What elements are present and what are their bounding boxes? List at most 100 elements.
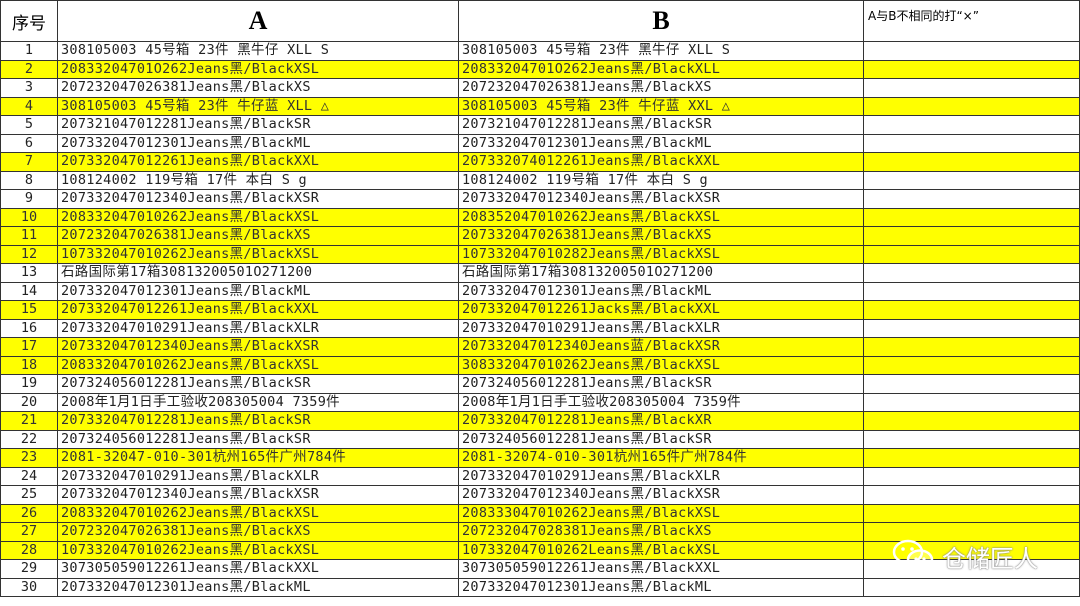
cell-mark[interactable] bbox=[863, 577, 1080, 597]
cell-b[interactable]: 207332047012281Jeans黑/BlackXR bbox=[458, 411, 864, 431]
cell-a[interactable]: 207324056012281Jeans黑/BlackSR bbox=[57, 374, 459, 394]
cell-mark[interactable] bbox=[863, 374, 1080, 394]
cell-a[interactable]: 108124002 119号箱 17件 本白 S g bbox=[57, 170, 459, 190]
cell-a[interactable]: 207324056012281Jeans黑/BlackSR bbox=[57, 429, 459, 449]
cell-a[interactable]: 207332047010291Jeans黑/BlackXLR bbox=[57, 318, 459, 338]
cell-a[interactable]: 2008年1月1日手工验收208305004 7359件 bbox=[57, 392, 459, 412]
cell-b[interactable]: 208352047010262Jeans黑/BlackXSL bbox=[458, 207, 864, 227]
cell-b[interactable]: 207332047012340Jeans蓝/BlackXSR bbox=[458, 337, 864, 357]
cell-index[interactable]: 5 bbox=[0, 115, 58, 135]
cell-mark[interactable] bbox=[863, 429, 1080, 449]
cell-a[interactable]: 308105003 45号箱 23件 黑牛仔 XLL S bbox=[57, 41, 459, 61]
cell-b[interactable]: 207332047010291Jeans黑/BlackXLR bbox=[458, 466, 864, 486]
cell-a[interactable]: 207332047012261Jeans黑/BlackXXL bbox=[57, 152, 459, 172]
cell-index[interactable]: 2 bbox=[0, 59, 58, 79]
cell-a[interactable]: 307305059012261Jeans黑/BlackXXL bbox=[57, 559, 459, 579]
cell-index[interactable]: 16 bbox=[0, 318, 58, 338]
cell-index[interactable]: 11 bbox=[0, 226, 58, 246]
cell-a[interactable]: 107332047010262Jeans黑/BlackXSL bbox=[57, 244, 459, 264]
cell-mark[interactable] bbox=[863, 96, 1080, 116]
cell-mark[interactable] bbox=[863, 207, 1080, 227]
cell-mark[interactable] bbox=[863, 226, 1080, 246]
cell-b[interactable]: 108124002 119号箱 17件 本白 S g bbox=[458, 170, 864, 190]
header-a[interactable]: A bbox=[57, 0, 459, 42]
cell-mark[interactable] bbox=[863, 263, 1080, 283]
cell-index[interactable]: 17 bbox=[0, 337, 58, 357]
cell-index[interactable]: 30 bbox=[0, 577, 58, 597]
cell-mark[interactable] bbox=[863, 170, 1080, 190]
cell-a[interactable]: 208332047010262Jeans黑/BlackXSL bbox=[57, 207, 459, 227]
cell-b[interactable]: 207324056012281Jeans黑/BlackSR bbox=[458, 374, 864, 394]
cell-index[interactable]: 10 bbox=[0, 207, 58, 227]
cell-b[interactable]: 20833204701O262Jeans黑/BlackXLL bbox=[458, 59, 864, 79]
header-index[interactable]: 序号 bbox=[0, 0, 58, 42]
cell-index[interactable]: 28 bbox=[0, 540, 58, 560]
cell-b[interactable]: 207332047012301Jeans黑/BlackML bbox=[458, 281, 864, 301]
cell-a[interactable]: 207232047026381Jeans黑/BlackXS bbox=[57, 226, 459, 246]
cell-mark[interactable] bbox=[863, 540, 1080, 560]
cell-index[interactable]: 4 bbox=[0, 96, 58, 116]
cell-b[interactable]: 207324056012281Jeans黑/BlackSR bbox=[458, 429, 864, 449]
cell-a[interactable]: 石路国际第17箱30813200501O271200 bbox=[57, 263, 459, 283]
cell-index[interactable]: 6 bbox=[0, 133, 58, 153]
cell-index[interactable]: 3 bbox=[0, 78, 58, 98]
cell-b[interactable]: 107332047010282Jeans黑/BlackXSL bbox=[458, 244, 864, 264]
cell-mark[interactable] bbox=[863, 133, 1080, 153]
cell-mark[interactable] bbox=[863, 448, 1080, 468]
cell-b[interactable]: 207332047012301Jeans黑/BlackML bbox=[458, 577, 864, 597]
cell-mark[interactable] bbox=[863, 41, 1080, 61]
cell-mark[interactable] bbox=[863, 466, 1080, 486]
cell-mark[interactable] bbox=[863, 78, 1080, 98]
cell-mark[interactable] bbox=[863, 115, 1080, 135]
cell-b[interactable]: 207332047012340Jeans黑/BlackXSR bbox=[458, 189, 864, 209]
cell-mark[interactable] bbox=[863, 152, 1080, 172]
cell-a[interactable]: 107332047010262Jeans黑/BlackXSL bbox=[57, 540, 459, 560]
cell-index[interactable]: 15 bbox=[0, 300, 58, 320]
cell-b[interactable]: 308332047010262Jeans黑/BlackXSL bbox=[458, 355, 864, 375]
cell-b[interactable]: 2008年1月1日手工验收208305004 7359件 bbox=[458, 392, 864, 412]
cell-index[interactable]: 9 bbox=[0, 189, 58, 209]
cell-b[interactable]: 308105003 45号箱 23件 牛仔蓝 XXL △ bbox=[458, 96, 864, 116]
cell-mark[interactable] bbox=[863, 244, 1080, 264]
cell-index[interactable]: 1 bbox=[0, 41, 58, 61]
cell-index[interactable]: 27 bbox=[0, 522, 58, 542]
cell-a[interactable]: 207332047010291Jeans黑/BlackXLR bbox=[57, 466, 459, 486]
cell-b[interactable]: 207332047010291Jeans黑/BlackXLR bbox=[458, 318, 864, 338]
cell-index[interactable]: 8 bbox=[0, 170, 58, 190]
cell-b[interactable]: 107332047010262Leans黑/BlackXSL bbox=[458, 540, 864, 560]
cell-a[interactable]: 207332047012281Jeans黑/BlackSR bbox=[57, 411, 459, 431]
cell-b[interactable]: 207321047012281Jeans黑/BlackSR bbox=[458, 115, 864, 135]
cell-a[interactable]: 207332047012301Jeans黑/BlackML bbox=[57, 577, 459, 597]
cell-b[interactable]: 208333047010262Jeans黑/BlackXSL bbox=[458, 503, 864, 523]
cell-b[interactable]: 308105003 45号箱 23件 黑牛仔 XLL S bbox=[458, 41, 864, 61]
cell-a[interactable]: 208332047010262Jeans黑/BlackXSL bbox=[57, 355, 459, 375]
header-mark[interactable]: A与B不相同的打“×” bbox=[863, 0, 1080, 42]
cell-b[interactable]: 207232047028381Jeans黑/BlackXS bbox=[458, 522, 864, 542]
cell-mark[interactable] bbox=[863, 503, 1080, 523]
cell-a[interactable]: 207232047026381Jeans黑/BlackXS bbox=[57, 78, 459, 98]
cell-index[interactable]: 29 bbox=[0, 559, 58, 579]
cell-mark[interactable] bbox=[863, 337, 1080, 357]
cell-b[interactable]: 207332047026381Jeans黑/BlackXS bbox=[458, 226, 864, 246]
cell-index[interactable]: 13 bbox=[0, 263, 58, 283]
cell-index[interactable]: 18 bbox=[0, 355, 58, 375]
cell-b[interactable]: 207332047012261Jacks黑/BlackXXL bbox=[458, 300, 864, 320]
cell-b[interactable]: 207232047026381Jeans黑/BlackXS bbox=[458, 78, 864, 98]
cell-index[interactable]: 23 bbox=[0, 448, 58, 468]
cell-a[interactable]: 207332047012301Jeans黑/BlackML bbox=[57, 133, 459, 153]
cell-a[interactable]: 207232047026381Jeans黑/BlackXS bbox=[57, 522, 459, 542]
cell-mark[interactable] bbox=[863, 355, 1080, 375]
cell-mark[interactable] bbox=[863, 281, 1080, 301]
cell-a[interactable]: 207332047012301Jeans黑/BlackML bbox=[57, 281, 459, 301]
cell-b[interactable]: 207332047012340Jeans黑/BlackXSR bbox=[458, 485, 864, 505]
header-b[interactable]: B bbox=[458, 0, 864, 42]
cell-a[interactable]: 20833204701O262Jeans黑/BlackXSL bbox=[57, 59, 459, 79]
cell-index[interactable]: 19 bbox=[0, 374, 58, 394]
cell-a[interactable]: 208332047010262Jeans黑/BlackXSL bbox=[57, 503, 459, 523]
cell-b[interactable]: 207332074012261Jeans黑/BlackXXL bbox=[458, 152, 864, 172]
cell-index[interactable]: 7 bbox=[0, 152, 58, 172]
cell-index[interactable]: 25 bbox=[0, 485, 58, 505]
cell-index[interactable]: 20 bbox=[0, 392, 58, 412]
cell-b[interactable]: 307305059012261Jeans黑/BlackXXL bbox=[458, 559, 864, 579]
cell-a[interactable]: 207332047012340Jeans黑/BlackXSR bbox=[57, 189, 459, 209]
